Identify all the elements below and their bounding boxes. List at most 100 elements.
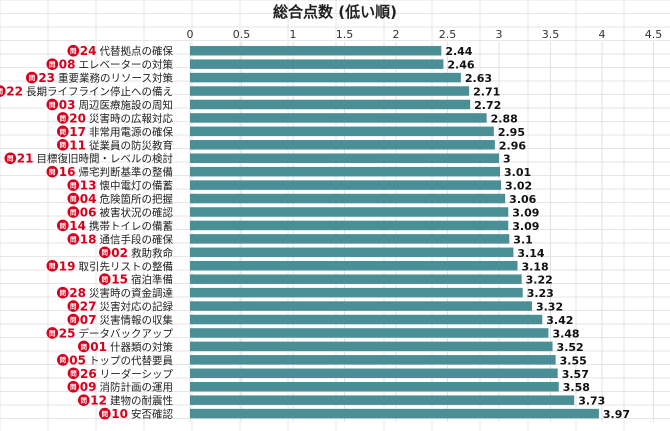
question-badge-icon [67, 44, 80, 57]
bar [190, 166, 501, 177]
category-text: 重要業務のリソース対策 [58, 72, 173, 85]
data-label: 3.06 [509, 193, 536, 206]
bar [190, 140, 495, 150]
question-number: 11 [69, 138, 86, 152]
data-label: 3.42 [546, 314, 573, 327]
question-badge-icon [0, 85, 6, 97]
badge-text: 問 [29, 73, 36, 82]
data-label: 3.22 [526, 274, 553, 287]
question-number: 04 [80, 192, 97, 206]
bar [190, 113, 487, 123]
question-number: 16 [59, 165, 76, 179]
bar [190, 207, 509, 217]
badge-text: 問 [81, 342, 88, 351]
bar [190, 86, 470, 96]
data-label: 3.58 [563, 381, 590, 394]
badge-text: 問 [60, 140, 67, 149]
badge-text: 問 [102, 275, 109, 284]
data-label: 3.55 [560, 354, 587, 367]
category-text: 宿泊準備 [131, 273, 173, 286]
question-badge-icon [67, 313, 80, 326]
data-label: 2.88 [491, 112, 518, 125]
data-label: 3.14 [517, 247, 544, 260]
category-text: 救助救命 [131, 246, 173, 259]
category-text: 危険箇所の把握 [100, 193, 174, 206]
question-badge-icon [46, 327, 59, 339]
question-number: 20 [69, 111, 86, 125]
category-text: 什器類の対策 [110, 340, 173, 353]
question-badge-icon [67, 300, 80, 312]
question-number: 07 [80, 313, 97, 327]
category-text: 災害対応の記録 [100, 300, 174, 313]
question-number: 14 [69, 219, 86, 233]
question-number: 21 [17, 152, 34, 166]
question-number: 06 [80, 206, 97, 220]
bar [190, 341, 553, 352]
bar [190, 234, 510, 244]
x-tick-label: 0 [187, 28, 194, 41]
badge-text: 問 [70, 207, 77, 216]
question-badge-icon [4, 152, 17, 165]
question-number: 18 [80, 232, 97, 246]
category-text: 従業員の防災教育 [89, 139, 173, 152]
badge-text: 問 [49, 60, 56, 69]
category-text: 帰宅判断基準の整備 [79, 166, 174, 179]
question-number: 23 [38, 71, 55, 85]
question-number: 15 [111, 273, 128, 287]
chart-title: 総合点数 (低い順) [273, 3, 397, 21]
x-axis-ticks: 0 0.5 1 1.5 2 2.5 3 3.5 4 4.5 [187, 28, 663, 41]
data-label: 3.97 [603, 408, 630, 421]
question-badge-icon [67, 233, 80, 245]
data-label: 3.1 [513, 233, 533, 246]
category-text: 消防計画の運用 [100, 381, 174, 394]
bar [190, 368, 558, 379]
bar [190, 59, 444, 69]
category-text: 目標復旧時間・レベルの検討 [37, 152, 174, 165]
badge-text: 問 [81, 396, 88, 405]
data-label: 2.72 [474, 99, 501, 112]
question-badge-icon [67, 380, 80, 393]
question-badge-icon [67, 206, 80, 218]
question-number: 09 [80, 380, 97, 394]
badge-text: 問 [102, 409, 109, 418]
bar [190, 381, 559, 392]
data-label: 2.44 [445, 45, 472, 58]
bar [190, 153, 499, 163]
badge-text: 問 [102, 248, 109, 257]
question-number: 05 [69, 353, 86, 367]
data-label: 2.95 [498, 126, 525, 139]
question-number: 08 [59, 58, 76, 72]
question-badge-icon [56, 139, 69, 151]
data-label: 2.96 [499, 139, 526, 152]
category-text: エレベーターの対策 [79, 58, 174, 71]
badge-text: 問 [60, 113, 67, 122]
badge-text: 問 [49, 328, 56, 337]
category-text: 建物の耐震性 [110, 394, 173, 407]
question-badge-icon [46, 259, 59, 272]
bars: 2.44代替拠点の確保24問2.46エレベーターの対策08問2.63重要業務のリ… [0, 44, 630, 421]
category-text: 被害状況の確認 [100, 206, 174, 219]
bar [190, 355, 556, 365]
data-label: 3.57 [562, 368, 589, 381]
question-badge-icon [67, 367, 80, 380]
question-badge-icon [67, 179, 80, 191]
badge-text: 問 [60, 355, 67, 364]
